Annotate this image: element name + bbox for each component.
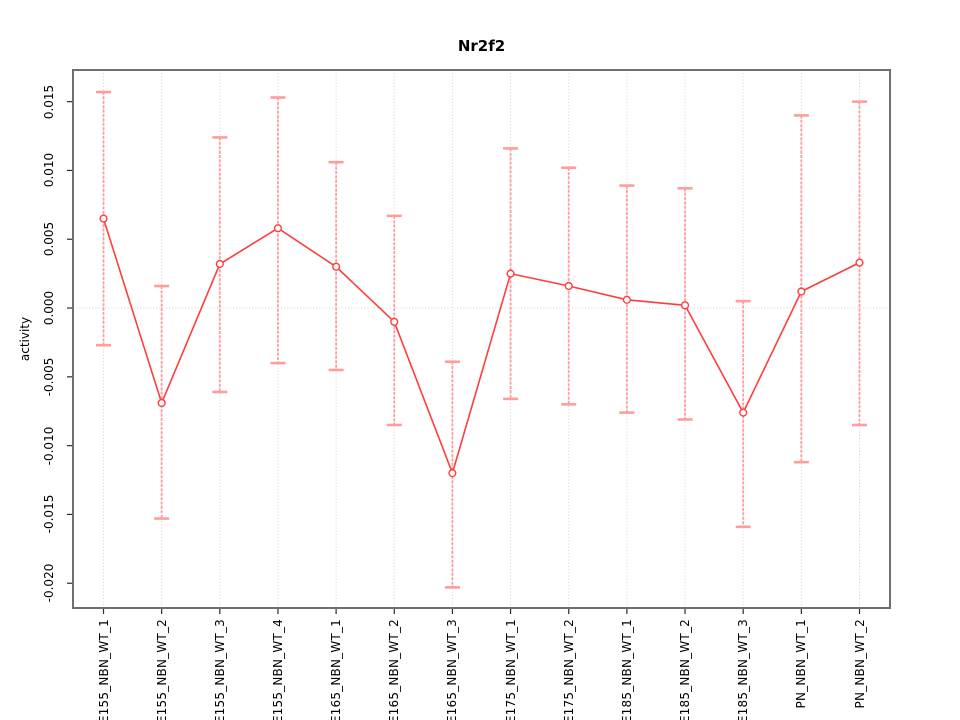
- x-tick-label: E155_NBN_WT_1: [96, 619, 111, 720]
- data-point: [855, 258, 864, 267]
- data-point: [739, 408, 748, 417]
- x-tick-label: E155_NBN_WT_2: [154, 619, 169, 720]
- data-point: [99, 214, 108, 223]
- x-tick-label: E165_NBN_WT_1: [329, 619, 344, 720]
- plot-box: [72, 69, 891, 609]
- y-tick-label: -0.010: [42, 426, 56, 465]
- data-point: [157, 398, 166, 408]
- data-point: [215, 259, 224, 269]
- x-tick-label: PN_NBN_WT_1: [794, 619, 809, 709]
- data-point: [680, 301, 690, 310]
- x-tick-label: E185_NBN_WT_2: [678, 619, 693, 720]
- x-tick-label: E185_NBN_WT_1: [619, 619, 634, 720]
- x-tick-label: E165_NBN_WT_2: [387, 619, 402, 720]
- y-tick-label: 0.005: [42, 222, 56, 257]
- data-point: [273, 224, 283, 233]
- data-point: [332, 262, 341, 271]
- data-line: [102, 218, 860, 476]
- y-tick-label: -0.020: [42, 563, 56, 603]
- y-tick-label: 0.000: [42, 290, 56, 326]
- x-tick-label: E155_NBN_WT_4: [270, 619, 285, 720]
- data-point: [797, 287, 806, 296]
- x-tick-label: E175_NBN_WT_1: [503, 619, 518, 720]
- y-tick-label: 0.010: [42, 153, 56, 188]
- x-tick-label: E175_NBN_WT_2: [561, 619, 576, 720]
- data-point: [622, 295, 631, 304]
- data-point: [506, 269, 515, 278]
- x-tick-label: E155_NBN_WT_3: [212, 619, 227, 720]
- chart-title: Nr2f2: [457, 37, 506, 55]
- y-tick-label: -0.005: [42, 357, 56, 397]
- y-tick-label: -0.015: [42, 495, 56, 534]
- x-tick-label: E165_NBN_WT_3: [445, 619, 460, 720]
- x-tick-label: E185_NBN_WT_3: [736, 619, 751, 720]
- data-point: [448, 469, 457, 478]
- data-point: [564, 281, 573, 291]
- y-tick-label: 0.015: [42, 84, 56, 119]
- x-tick-label: PN_NBN_WT_2: [852, 619, 867, 709]
- data-point: [390, 317, 399, 326]
